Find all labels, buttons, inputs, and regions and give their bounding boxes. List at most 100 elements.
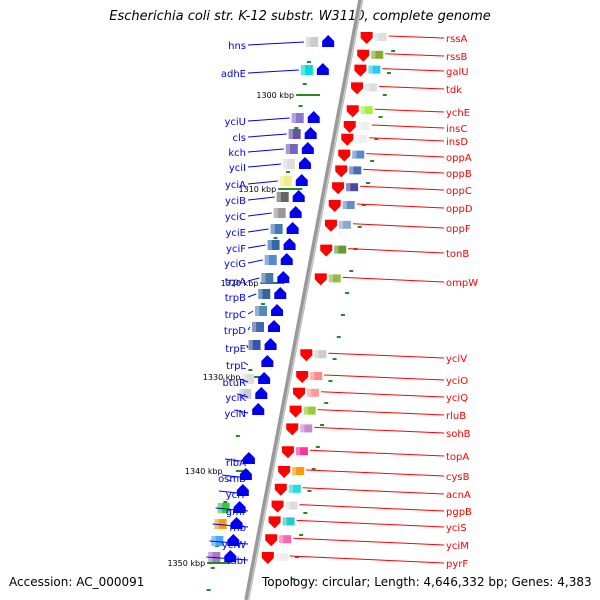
reverse-gene-leader: [247, 41, 305, 46]
reverse-gene-leader: [247, 310, 254, 315]
reverse-gene-leader: [247, 148, 284, 153]
reverse-gene-block: [279, 176, 292, 186]
forward-gene-arrow: [343, 121, 356, 133]
forward-gene-block-shade: [288, 484, 293, 493]
reverse-gene-label: yciG: [224, 259, 246, 270]
reverse-gene-leader: [247, 277, 260, 282]
reverse-gene-label: trpD: [224, 326, 246, 337]
forward-gene-leader: [309, 449, 445, 457]
forward-gene-arrow: [328, 200, 341, 212]
forward-gene-arrow: [341, 133, 354, 146]
forward-gene-arrow: [300, 349, 313, 362]
reverse-gene-block-shade: [239, 389, 244, 399]
reverse-gene-block: [282, 159, 295, 169]
forward-gene-leader: [324, 374, 445, 381]
kbp-tick-label: 1320 kbp: [221, 279, 259, 288]
forward-gene-block: [314, 350, 327, 359]
reverse-gene-label: yciB: [225, 196, 246, 207]
forward-gene-block: [374, 33, 387, 41]
reverse-gene-block-shade: [279, 176, 284, 186]
forward-gene-block-shade: [368, 65, 373, 74]
reverse-gene-arrow: [292, 190, 305, 202]
reverse-gene-leader: [209, 540, 249, 545]
forward-gene-label: cysB: [446, 472, 470, 483]
kbp-tick-label: 1300 kbp: [256, 91, 294, 100]
reverse-gene-block-shade: [276, 192, 281, 202]
forward-gene-label: tonB: [446, 249, 469, 260]
reverse-gene-arrow: [277, 271, 290, 283]
reverse-gene-block-shade: [291, 113, 296, 123]
forward-gene-block: [357, 122, 370, 130]
reverse-gene-label: trpA: [225, 277, 246, 288]
forward-gene-block: [295, 447, 308, 456]
reverse-gene-leader: [247, 326, 251, 331]
forward-gene-leader: [317, 409, 445, 416]
reverse-gene-block-shade: [285, 144, 291, 154]
forward-gene-arrow: [360, 32, 373, 44]
reverse-gene-block: [264, 255, 277, 265]
reverse-gene-label: yciF: [226, 244, 246, 255]
forward-gene-label: topA: [446, 452, 469, 463]
reverse-gene-label: trpE: [225, 344, 246, 355]
forward-gene-block: [349, 166, 362, 175]
reverse-gene-label: yciC: [225, 212, 246, 223]
accession-label: Accession: AC_000091: [9, 575, 145, 589]
forward-gene-leader: [289, 555, 445, 564]
forward-gene-label: tdk: [446, 85, 462, 96]
forward-gene-block-shade: [346, 183, 351, 192]
reverse-gene-block: [214, 519, 227, 529]
reverse-gene-arrow: [322, 35, 335, 47]
forward-gene-arrow: [274, 483, 287, 496]
reverse-gene-leader: [224, 458, 249, 463]
reverse-gene-block: [239, 389, 252, 399]
reverse-gene-block-shade: [245, 357, 250, 367]
forward-gene-arrow: [338, 149, 351, 162]
forward-gene-arrow: [261, 552, 274, 564]
reverse-gene-arrow: [264, 338, 277, 350]
reverse-gene-leader: [221, 474, 249, 479]
kbp-tick-label: 1350 kbp: [167, 559, 205, 568]
reverse-gene-label: yciK: [225, 393, 246, 404]
forward-gene-label: yciQ: [446, 393, 468, 404]
reverse-gene-block: [288, 129, 301, 139]
reverse-gene-leader: [239, 378, 249, 383]
forward-gene-block-shade: [355, 134, 360, 143]
reverse-gene-block: [285, 144, 298, 154]
forward-gene-label: pyrF: [446, 559, 468, 570]
reverse-gene-label: yciA: [225, 180, 246, 191]
forward-gene-leader: [360, 185, 445, 191]
forward-gene-block-shade: [300, 424, 305, 433]
topology-label: Topology: circular; Length: 4,646,332 bp…: [262, 575, 592, 589]
forward-gene-arrow: [286, 423, 299, 436]
reverse-gene-arrow: [289, 206, 302, 218]
reverse-gene-leader: [234, 409, 249, 414]
forward-gene-label: insC: [446, 124, 467, 135]
forward-gene-leader: [320, 391, 445, 398]
forward-gene-block-shade: [307, 388, 312, 397]
forward-gene-leader: [293, 537, 445, 546]
forward-gene-block-shade: [282, 517, 287, 526]
forward-gene-arrow: [281, 446, 294, 459]
forward-gene-block: [371, 50, 384, 59]
forward-gene-block: [303, 406, 316, 415]
reverse-gene-leader: [247, 117, 290, 122]
forward-gene-label: pgpB: [446, 507, 472, 518]
forward-gene-leader: [314, 426, 445, 434]
forward-gene-block: [368, 65, 381, 74]
forward-gene-leader: [388, 35, 445, 39]
reverse-gene-label: kch: [228, 148, 246, 159]
reverse-gene-block: [270, 224, 283, 234]
reverse-gene-arrow: [280, 253, 293, 265]
forward-gene-leader: [302, 487, 445, 495]
forward-gene-leader: [348, 248, 445, 254]
reverse-gene-block: [276, 192, 289, 202]
reverse-gene-arrow: [252, 403, 265, 415]
reverse-gene-arrow: [283, 238, 296, 250]
forward-gene-label: oppD: [446, 204, 473, 215]
forward-gene-label: yciV: [446, 354, 467, 365]
reverse-gene-leader: [247, 163, 282, 168]
reverse-gene-block: [226, 454, 239, 464]
forward-gene-arrow: [332, 182, 345, 195]
forward-gene-block-shade: [360, 106, 365, 115]
forward-gene-block: [342, 201, 355, 209]
